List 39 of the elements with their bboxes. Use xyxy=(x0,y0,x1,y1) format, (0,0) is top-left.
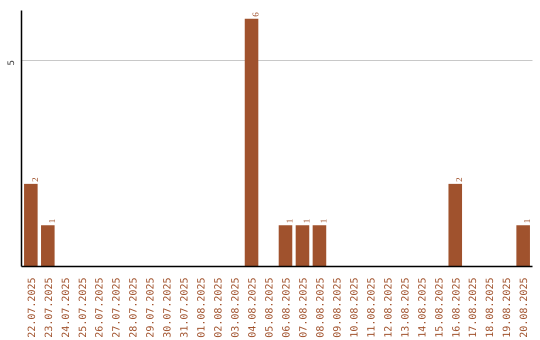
x-tick-label: 05.08.2025 xyxy=(264,277,276,338)
x-tick-label: 26.07.2025 xyxy=(94,277,106,338)
x-tick-label: 08.08.2025 xyxy=(315,277,326,338)
x-tick-label: 24.07.2025 xyxy=(60,277,72,338)
x-tick-label: 20.08.2025 xyxy=(519,277,530,338)
data-label: 1 xyxy=(284,218,294,224)
x-tick-label: 17.08.2025 xyxy=(468,277,480,338)
x-tick-label: 09.08.2025 xyxy=(332,277,344,338)
x-tick-label: 04.08.2025 xyxy=(248,277,259,338)
x-tick-label: 23.07.2025 xyxy=(44,277,55,338)
x-tick-label: 29.07.2025 xyxy=(146,277,157,338)
x-tick-label: 11.08.2025 xyxy=(366,277,378,338)
x-tick-label: 02.08.2025 xyxy=(214,277,225,338)
x-tick-label: 07.08.2025 xyxy=(298,277,310,338)
data-label: 1 xyxy=(318,218,328,224)
x-tick-label: 13.08.2025 xyxy=(400,277,412,338)
x-tick-label: 25.07.2025 xyxy=(78,277,89,338)
x-tick-label: 19.08.2025 xyxy=(502,277,514,338)
data-label: 1 xyxy=(522,218,532,224)
x-tick-label: 31.07.2025 xyxy=(180,277,191,338)
y-tick-label: 5 xyxy=(7,60,17,66)
data-label: 6 xyxy=(250,12,261,17)
x-tick-label: 28.07.2025 xyxy=(128,277,140,338)
x-tick-label: 15.08.2025 xyxy=(434,277,446,338)
x-tick-label: 01.08.2025 xyxy=(196,277,208,338)
data-label: 1 xyxy=(46,218,57,224)
x-tick-label: 18.08.2025 xyxy=(485,277,496,338)
x-tick-label: 27.07.2025 xyxy=(112,277,123,338)
x-tick-label: 30.07.2025 xyxy=(162,277,174,338)
data-label: 2 xyxy=(30,177,40,182)
x-tick-label: 06.08.2025 xyxy=(281,277,292,338)
data-label: 2 xyxy=(454,177,464,182)
x-tick-label: 16.08.2025 xyxy=(451,277,462,338)
x-tick-label: 12.08.2025 xyxy=(383,277,394,338)
data-label: 1 xyxy=(301,218,312,224)
x-tick-label: 03.08.2025 xyxy=(230,277,242,338)
x-tick-label: 10.08.2025 xyxy=(349,277,360,338)
x-tick-label: 22.07.2025 xyxy=(26,277,38,338)
x-tick-label: 14.08.2025 xyxy=(417,277,428,338)
